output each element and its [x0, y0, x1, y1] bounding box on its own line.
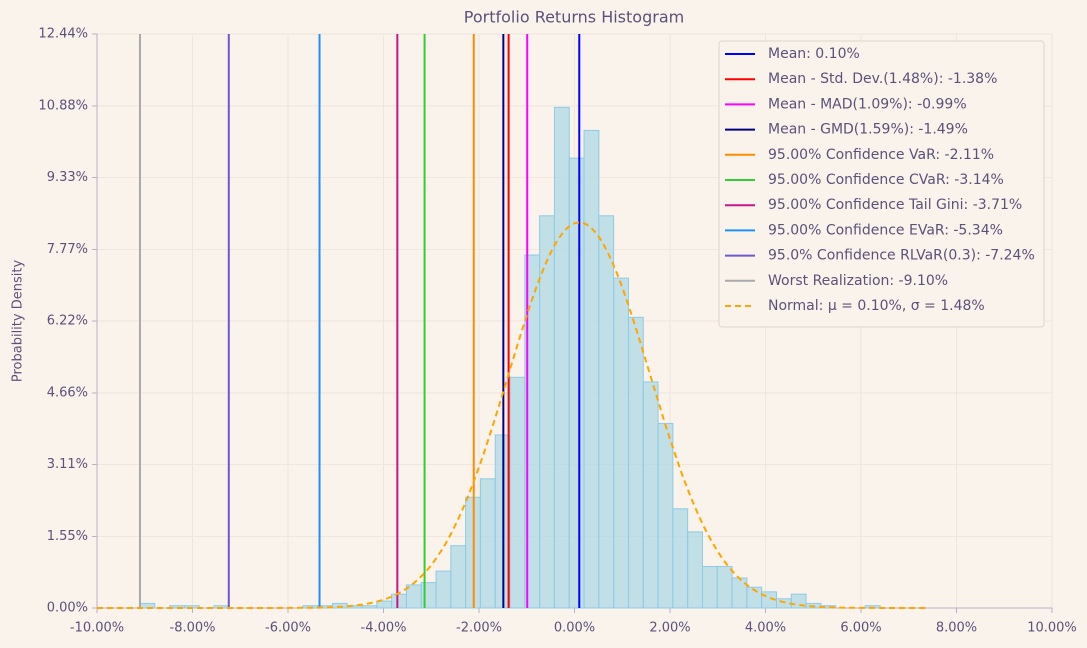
x-tick-label: -8.00% — [170, 621, 216, 636]
y-axis-label: Probability Density — [11, 260, 26, 383]
legend-label: 95.00% Confidence VaR: -2.11% — [768, 147, 994, 163]
histogram-bar — [568, 157, 585, 609]
legend-label: 95.00% Confidence CVaR: -3.14% — [768, 172, 1004, 188]
histogram-bar — [701, 565, 718, 609]
legend-label: Mean - Std. Dev.(1.48%): -1.38% — [768, 71, 997, 87]
histogram-bar — [553, 106, 570, 609]
x-tick-label: 10.00% — [1027, 621, 1077, 636]
histogram-bar — [613, 277, 629, 609]
legend-label: Normal: μ = 0.10%, σ = 1.48% — [768, 298, 985, 314]
histogram-bar — [687, 531, 703, 609]
histogram-bar — [539, 215, 555, 609]
x-tick-label: 2.00% — [649, 621, 690, 636]
y-tick-label: 6.22% — [47, 314, 88, 329]
histogram-bar — [435, 570, 452, 609]
y-tick-label: 12.44% — [38, 27, 88, 42]
legend-box — [718, 40, 1045, 328]
y-tick-label: 9.33% — [47, 170, 88, 185]
histogram-bar — [716, 565, 733, 609]
legend: Mean: 0.10% Mean - Std. Dev.(1.48%): -1.3… — [718, 40, 1045, 328]
x-tick-label: 0.00% — [554, 621, 595, 636]
histogram-bar — [405, 584, 422, 609]
x-tick-label: 8.00% — [936, 621, 977, 636]
histogram-bar — [391, 593, 407, 609]
legend-label: Mean - GMD(1.59%): -1.49% — [768, 122, 968, 138]
normal-curve — [97, 221, 928, 609]
histogram-bar — [450, 545, 467, 609]
y-tick-label: 1.55% — [47, 529, 88, 544]
chart-title: Portfolio Returns Histogram — [464, 8, 684, 27]
histogram-bar — [627, 316, 644, 609]
y-tick-label: 7.77% — [47, 242, 88, 257]
legend-label: Worst Realization: -9.10% — [768, 273, 948, 289]
histogram-bar — [672, 508, 689, 609]
x-tick-label: 4.00% — [745, 621, 786, 636]
legend-label: Mean - MAD(1.09%): -0.99% — [768, 96, 967, 112]
legend-label: 95.00% Confidence EVaR: -5.34% — [768, 222, 1003, 238]
y-tick-label: 3.11% — [47, 457, 88, 472]
histogram-bar — [376, 600, 393, 609]
legend-label: 95.0% Confidence RLVaR(0.3): -7.24% — [768, 248, 1035, 264]
histogram-bar — [479, 478, 496, 609]
x-tick-label: -2.00% — [456, 621, 502, 636]
histogram-bar — [598, 215, 615, 609]
y-tick-label: 10.88% — [38, 98, 88, 113]
y-tick-label: 0.00% — [47, 601, 88, 616]
histogram-bar — [642, 381, 659, 609]
x-tick-label: -4.00% — [361, 621, 407, 636]
x-tick-label: 6.00% — [840, 621, 881, 636]
legend-label: 95.00% Confidence Tail Gini: -3.71% — [768, 197, 1022, 213]
histogram-bar — [657, 422, 674, 609]
x-tick-label: -10.00% — [70, 621, 124, 636]
histogram-bar — [361, 605, 378, 609]
histogram-bar — [775, 598, 792, 609]
histogram-bar — [420, 582, 437, 609]
histogram-bar — [583, 129, 600, 609]
y-tick-label: 4.66% — [47, 385, 88, 400]
x-tick-label: -6.00% — [265, 621, 311, 636]
legend-label: Mean: 0.10% — [768, 46, 860, 62]
histogram-bar — [509, 376, 526, 609]
